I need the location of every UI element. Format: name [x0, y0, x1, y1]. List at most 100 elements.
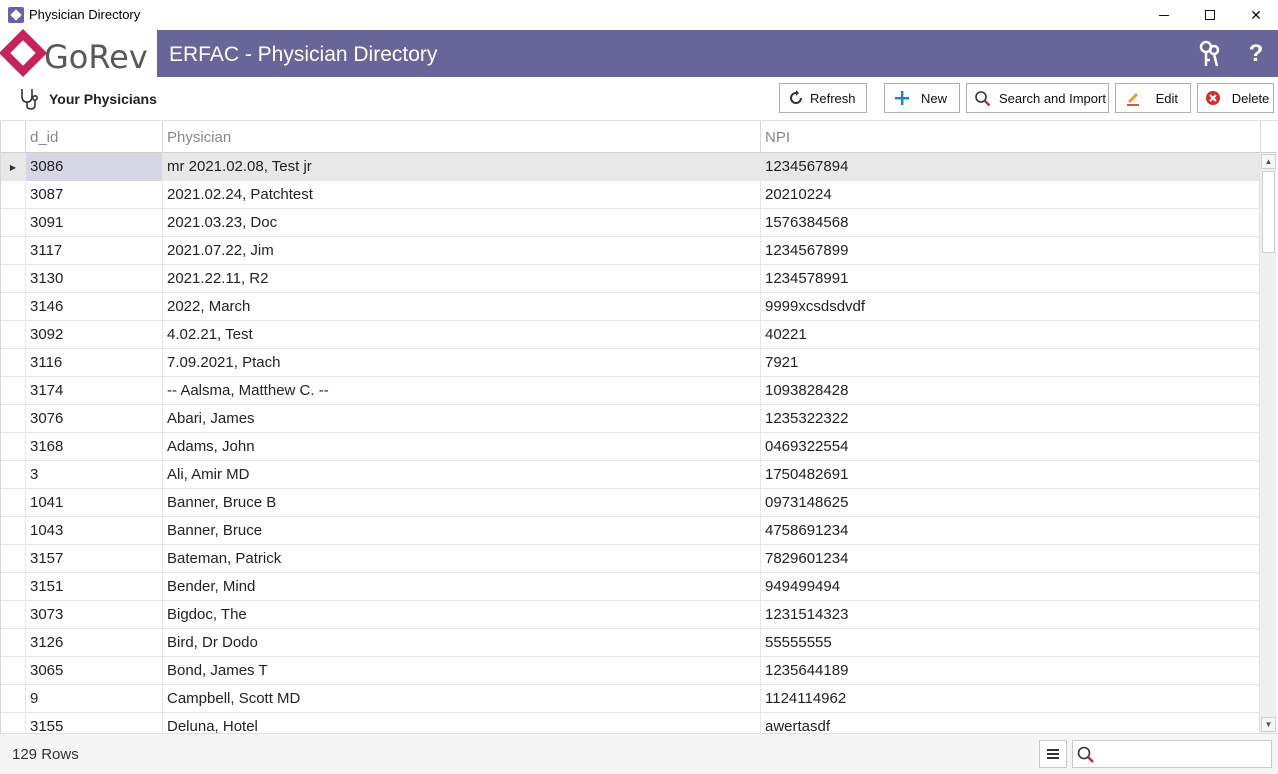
cell-id[interactable]: 3126	[25, 629, 162, 657]
table-row[interactable]: 1043 Banner, Bruce 4758691234	[1, 517, 1261, 545]
cell-physician[interactable]: Ali, Amir MD	[162, 461, 760, 489]
table-row[interactable]: 3157 Bateman, Patrick 7829601234	[1, 545, 1261, 573]
cell-id[interactable]: 3146	[25, 293, 162, 321]
cell-id[interactable]: 3116	[25, 349, 162, 377]
scroll-up-icon[interactable]: ▲	[1261, 154, 1276, 169]
vertical-scrollbar[interactable]: ▲ ▼	[1259, 153, 1276, 733]
table-row[interactable]: 3 Ali, Amir MD 1750482691	[1, 461, 1261, 489]
table-row[interactable]: 3091 2021.03.23, Doc 1576384568	[1, 209, 1261, 237]
close-button[interactable]: ✕	[1233, 0, 1278, 30]
row-indicator[interactable]	[1, 321, 25, 349]
row-indicator[interactable]	[1, 545, 25, 573]
refresh-button[interactable]: Refresh	[779, 83, 867, 113]
cell-physician[interactable]: Bird, Dr Dodo	[162, 629, 760, 657]
table-row[interactable]: ▶ 3086 mr 2021.02.08, Test jr 1234567894	[1, 153, 1261, 181]
cell-id[interactable]: 3130	[25, 265, 162, 293]
cell-npi[interactable]: 1576384568	[760, 209, 1260, 237]
table-row[interactable]: 3116 7.09.2021, Ptach 7921	[1, 349, 1261, 377]
cell-npi[interactable]: 1124114962	[760, 685, 1260, 713]
cell-physician[interactable]: Bender, Mind	[162, 573, 760, 601]
table-row[interactable]: 3065 Bond, James T 1235644189	[1, 657, 1261, 685]
cell-physician[interactable]: Bigdoc, The	[162, 601, 760, 629]
cell-npi[interactable]: 1234578991	[760, 265, 1260, 293]
table-row[interactable]: 1041 Banner, Bruce B 0973148625	[1, 489, 1261, 517]
table-row[interactable]: 3151 Bender, Mind 949499494	[1, 573, 1261, 601]
cell-npi[interactable]: 4758691234	[760, 517, 1260, 545]
row-indicator[interactable]	[1, 377, 25, 405]
cell-id[interactable]: 3065	[25, 657, 162, 685]
cell-npi[interactable]: 1093828428	[760, 377, 1260, 405]
cell-physician[interactable]: 2021.03.23, Doc	[162, 209, 760, 237]
delete-button[interactable]: Delete	[1197, 83, 1274, 113]
row-indicator[interactable]	[1, 349, 25, 377]
table-row[interactable]: 9 Campbell, Scott MD 1124114962	[1, 685, 1261, 713]
cell-physician[interactable]: 4.02.21, Test	[162, 321, 760, 349]
cell-physician[interactable]: Banner, Bruce B	[162, 489, 760, 517]
cell-id[interactable]: 3086	[25, 153, 162, 181]
column-menu-button[interactable]	[1039, 740, 1067, 768]
table-row[interactable]: 3126 Bird, Dr Dodo 55555555	[1, 629, 1261, 657]
cell-physician[interactable]: Banner, Bruce	[162, 517, 760, 545]
cell-physician[interactable]: 2022, March	[162, 293, 760, 321]
cell-physician[interactable]: Abari, James	[162, 405, 760, 433]
cell-npi[interactable]: 7829601234	[760, 545, 1260, 573]
row-indicator[interactable]	[1, 573, 25, 601]
scroll-down-icon[interactable]: ▼	[1261, 717, 1276, 732]
row-indicator[interactable]	[1, 237, 25, 265]
cell-npi[interactable]: 0469322554	[760, 433, 1260, 461]
column-header-npi[interactable]: NPI	[760, 121, 1260, 153]
cell-id[interactable]: 1041	[25, 489, 162, 517]
cell-physician[interactable]: Adams, John	[162, 433, 760, 461]
cell-npi[interactable]: 0973148625	[760, 489, 1260, 517]
cell-physician[interactable]: Deluna, Hotel	[162, 713, 760, 733]
help-icon[interactable]: ?	[1248, 40, 1264, 67]
cell-npi[interactable]: 1235322322	[760, 405, 1260, 433]
row-indicator[interactable]	[1, 601, 25, 629]
cell-npi[interactable]: 20210224	[760, 181, 1260, 209]
row-indicator[interactable]	[1, 685, 25, 713]
table-row[interactable]: 3092 4.02.21, Test 40221	[1, 321, 1261, 349]
cell-id[interactable]: 3	[25, 461, 162, 489]
cell-id[interactable]: 3151	[25, 573, 162, 601]
cell-npi[interactable]: 1234567899	[760, 237, 1260, 265]
cell-npi[interactable]: 55555555	[760, 629, 1260, 657]
row-indicator[interactable]	[1, 405, 25, 433]
cell-id[interactable]: 3073	[25, 601, 162, 629]
cell-physician[interactable]: -- Aalsma, Matthew C. --	[162, 377, 760, 405]
row-indicator[interactable]	[1, 265, 25, 293]
table-row[interactable]: 3076 Abari, James 1235322322	[1, 405, 1261, 433]
row-indicator[interactable]	[1, 517, 25, 545]
new-button[interactable]: New	[884, 83, 960, 113]
column-header-physician[interactable]: Physician	[162, 121, 760, 153]
table-row[interactable]: 3174 -- Aalsma, Matthew C. -- 1093828428	[1, 377, 1261, 405]
cell-physician[interactable]: 2021.22.11, R2	[162, 265, 760, 293]
search-and-import-button[interactable]: Search and Import	[966, 83, 1109, 113]
table-row[interactable]: 3146 2022, March 9999xcsdsdvdf	[1, 293, 1261, 321]
row-indicator[interactable]	[1, 489, 25, 517]
table-row[interactable]: 3087 2021.02.24, Patchtest 20210224	[1, 181, 1261, 209]
cell-id[interactable]: 3174	[25, 377, 162, 405]
cell-id[interactable]: 3087	[25, 181, 162, 209]
cell-id[interactable]: 3076	[25, 405, 162, 433]
keys-icon[interactable]	[1196, 40, 1224, 68]
cell-id[interactable]: 9	[25, 685, 162, 713]
column-header-id[interactable]: d_id	[25, 121, 162, 153]
scroll-thumb[interactable]	[1262, 171, 1275, 253]
cell-npi[interactable]: 1231514323	[760, 601, 1260, 629]
table-row[interactable]: 3073 Bigdoc, The 1231514323	[1, 601, 1261, 629]
cell-npi[interactable]: 9999xcsdsdvdf	[760, 293, 1260, 321]
cell-npi[interactable]: 40221	[760, 321, 1260, 349]
cell-npi[interactable]: 1750482691	[760, 461, 1260, 489]
cell-id[interactable]: 3168	[25, 433, 162, 461]
cell-npi[interactable]: 7921	[760, 349, 1260, 377]
row-indicator[interactable]	[1, 657, 25, 685]
table-row[interactable]: 3168 Adams, John 0469322554	[1, 433, 1261, 461]
table-row[interactable]: 3117 2021.07.22, Jim 1234567899	[1, 237, 1261, 265]
cell-id[interactable]: 3091	[25, 209, 162, 237]
cell-physician[interactable]: mr 2021.02.08, Test jr	[162, 153, 760, 181]
row-indicator[interactable]	[1, 713, 25, 733]
cell-id[interactable]: 1043	[25, 517, 162, 545]
cell-physician[interactable]: Campbell, Scott MD	[162, 685, 760, 713]
cell-id[interactable]: 3155	[25, 713, 162, 733]
row-indicator[interactable]	[1, 629, 25, 657]
